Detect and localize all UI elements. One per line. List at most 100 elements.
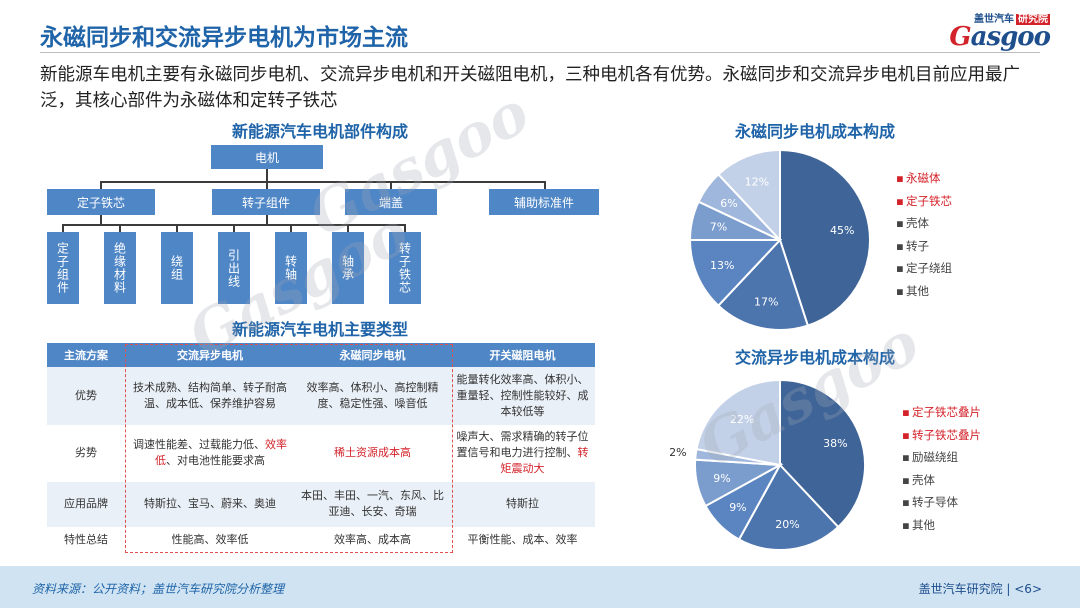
gasgoo-logo: 盖世汽车 研究院 Gasgoo: [930, 10, 1051, 52]
org-l2-box: 辅助标准件: [489, 189, 599, 215]
table-cell: 调速性能差、过载能力低、效率低、对电池性能要求高: [125, 425, 295, 482]
legend-label: 其他: [906, 283, 929, 298]
org-root: 电机: [211, 145, 323, 169]
types-table-title: 新能源汽车电机主要类型: [231, 320, 408, 339]
pie-slice: [716, 238, 810, 331]
legend-marker: ▪: [896, 216, 904, 231]
legend-item: ▪ 转子铁芯叠片: [902, 427, 981, 450]
org-connector: [233, 224, 235, 232]
title-divider: [40, 52, 1040, 53]
table-cell: 本田、丰田、一汽、东风、比亚迪、长安、奇瑞: [295, 481, 450, 528]
legend-label: 定子绕组: [906, 261, 952, 276]
legend-marker: ▪: [902, 427, 910, 442]
legend-marker: ▪: [902, 495, 910, 510]
pm-cost-pie-chart: 45% 17% 13% 7% 6% 12%: [688, 148, 871, 331]
legend-marker: ▪: [902, 472, 910, 487]
table-cell: 技术成熟、结构简单、转子耐高温、成本低、保养维护容易: [125, 367, 295, 426]
table-cell: 效率高、成本高: [295, 527, 450, 554]
legend-marker: ▪: [896, 238, 904, 253]
pie-value-label: 9%: [713, 472, 730, 485]
legend-item: ▪ 永磁体: [896, 170, 952, 193]
pie-slice: [716, 148, 781, 243]
org-connector: [176, 224, 178, 232]
org-l3-box: 绝缘材料: [104, 232, 136, 304]
legend-item: ▪ 其他: [902, 517, 981, 540]
org-connector: [266, 215, 268, 224]
table-row: 优势 技术成熟、结构简单、转子耐高温、成本低、保养维护容易 效率高、体积小、高控…: [47, 367, 595, 426]
legend-item: ▪ 转子导体: [902, 494, 981, 517]
pm-cost-chart-title: 永磁同步电机成本构成: [734, 122, 895, 141]
table-row: 应用品牌 特斯拉、宝马、蔚来、奥迪 本田、丰田、一汽、东风、比亚迪、长安、奇瑞 …: [47, 481, 595, 528]
legend-label: 转子铁芯叠片: [912, 427, 981, 442]
highlight-text: 稀土资源成本高: [334, 446, 411, 459]
table-cell: 稀土资源成本高: [295, 425, 450, 482]
org-connector: [347, 224, 349, 232]
legend-label: 永磁体: [906, 171, 941, 185]
pie-slice: [779, 378, 866, 529]
legend-item: ▪ 其他: [896, 283, 952, 306]
legend-item: ▪ 定子铁芯叠片: [902, 404, 981, 427]
legend-label: 定子铁芯: [906, 193, 952, 208]
legend-label: 励磁绕组: [912, 450, 958, 465]
column-header: 永磁同步电机: [295, 343, 450, 367]
org-l2-box: 端盖: [345, 189, 437, 215]
org-l3-box: 引出线: [218, 232, 250, 304]
pie-value-label: 7%: [710, 220, 727, 233]
column-header: 交流异步电机: [125, 343, 295, 367]
pie-value-label: 20%: [775, 518, 799, 531]
legend-item: ▪ 励磁绕组: [902, 449, 981, 472]
pie-value-label: 2%: [670, 446, 687, 459]
legend-marker: ▪: [896, 283, 904, 298]
legend-item: ▪ 定子铁芯: [896, 193, 952, 216]
page-footer-label: 盖世汽车研究院 | <6>: [918, 582, 1042, 596]
legend-label: 壳体: [906, 216, 929, 231]
table-header-row: 主流方案 交流异步电机 永磁同步电机 开关磁阻电机: [47, 343, 595, 367]
org-l3-box: 轴承: [332, 232, 364, 304]
pie-value-label: 45%: [830, 224, 854, 237]
row-label: 优势: [47, 367, 125, 426]
pie-value-label: 9%: [729, 501, 746, 514]
org-connector: [62, 224, 64, 232]
table-cell: 特斯拉: [450, 481, 595, 528]
legend-label: 定子铁芯叠片: [912, 405, 981, 419]
pie-slice: [779, 148, 871, 327]
pie-value-label: 12%: [745, 175, 769, 188]
table-cell: 噪声大、需求精确的转子位置信号和电力进行控制、转矩震动大: [450, 425, 595, 482]
legend-marker: ▪: [896, 261, 904, 276]
highlight-text: 效率低: [155, 438, 287, 467]
slide-title: 永磁同步和交流异步电机为市场主流: [40, 25, 408, 51]
legend-label: 转子: [906, 238, 929, 253]
row-label: 劣势: [47, 425, 125, 482]
pie-slice: [688, 239, 783, 308]
org-connector: [544, 181, 546, 189]
pie-value-label: 6%: [720, 197, 737, 210]
pie-value-label: 17%: [754, 295, 778, 308]
motor-types-table: 主流方案 交流异步电机 永磁同步电机 开关磁阻电机 优势 技术成熟、结构简单、转…: [47, 343, 595, 554]
org-connector: [266, 169, 268, 181]
legend-label: 转子导体: [912, 495, 958, 510]
logo-wordmark: Gasgoo: [949, 22, 1051, 52]
legend-marker: ▪: [902, 517, 910, 532]
org-chart-title: 新能源汽车电机部件构成: [231, 122, 408, 141]
legend-label: 壳体: [912, 472, 935, 487]
legend-item: ▪ 壳体: [896, 215, 952, 238]
column-header: 开关磁阻电机: [450, 343, 595, 367]
org-connector: [290, 224, 292, 232]
org-l2-box: 定子铁芯: [47, 189, 155, 215]
row-label: 特性总结: [47, 527, 125, 554]
legend-marker: ▪: [902, 450, 910, 465]
org-l3-box: 定子组件: [47, 232, 79, 304]
org-connector: [100, 181, 545, 183]
column-header: 主流方案: [47, 343, 125, 367]
legend-marker: ▪: [902, 405, 910, 419]
org-l3-box: 转子铁芯: [389, 232, 421, 304]
ac-cost-chart-title: 交流异步电机成本构成: [734, 348, 895, 367]
table-cell: 特斯拉、宝马、蔚来、奥迪: [125, 481, 295, 528]
org-chart: 电机 定子铁芯 转子组件 端盖 辅助标准件 定子组件 绝缘材料 绕组 引出线 转…: [0, 0, 620, 320]
org-connector: [100, 181, 102, 189]
table-cell: 效率高、体积小、高控制精度、稳定性强、噪音低: [295, 367, 450, 426]
table-row: 特性总结 性能高、效率低 效率高、成本高 平衡性能、成本、效率: [47, 527, 595, 554]
pm-cost-legend: ▪ 永磁体 ▪ 定子铁芯 ▪ 壳体 ▪ 转子 ▪ 定子绕组 ▪ 其他: [896, 170, 952, 306]
ac-cost-legend: ▪ 定子铁芯叠片 ▪ 转子铁芯叠片 ▪ 励磁绕组 ▪ 壳体 ▪ 转子导体 ▪ 其他: [902, 404, 981, 540]
org-connector: [100, 215, 102, 224]
